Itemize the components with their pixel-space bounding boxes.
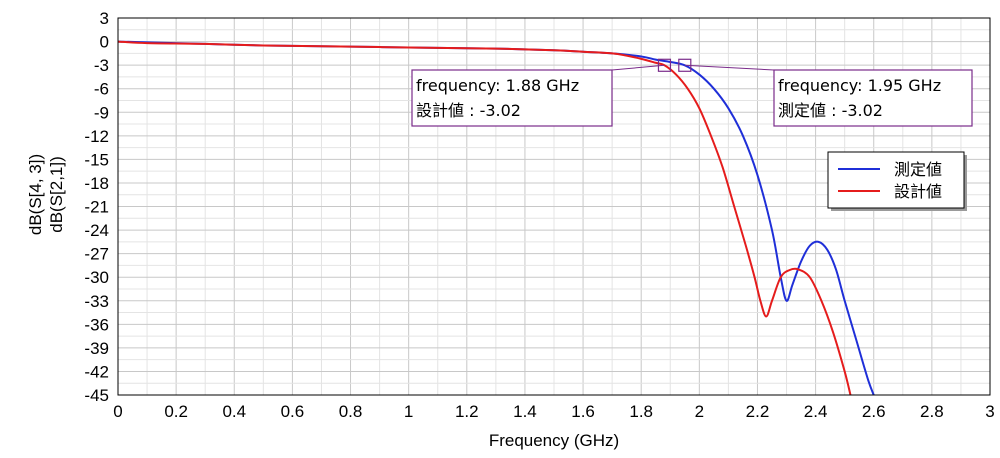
y-tick-label: -15 — [84, 150, 109, 169]
marker-readout-box — [773, 69, 973, 127]
x-tick-label: 2.8 — [920, 402, 944, 421]
y-tick-label: 3 — [100, 9, 109, 28]
y-tick-label: -30 — [84, 268, 109, 287]
x-tick-label: 0.8 — [339, 402, 363, 421]
marker-readout-box — [411, 69, 613, 127]
y-tick-label: -9 — [94, 103, 109, 122]
x-tick-labels: 0 0.2 0.4 0.6 0.8 1 1.2 1.4 1.6 1.8 2 2.2 2.4 2.6 2.8 3 — [113, 402, 994, 421]
y-axis-label-s21: dB(S[2,1]) — [47, 156, 66, 233]
y-tick-label: -12 — [84, 127, 109, 146]
marker-leader-line — [684, 64, 775, 71]
x-tick-label: 1.4 — [513, 402, 537, 421]
y-tick-label: -36 — [84, 315, 109, 334]
y-tick-label: 0 — [100, 33, 109, 52]
marker-frequency-text: frequency: 1.95 GHz — [778, 76, 941, 95]
series-layer — [118, 40, 875, 395]
x-tick-label: 3 — [985, 402, 994, 421]
x-axis-label: Frequency (GHz) — [489, 431, 619, 450]
marker-value-text: 設計値 : -3.02 — [416, 101, 521, 120]
x-tick-label: 0.4 — [222, 402, 246, 421]
x-tick-label: 1.2 — [455, 402, 479, 421]
x-tick-label: 0.6 — [281, 402, 305, 421]
x-tick-label: 2 — [695, 402, 704, 421]
legend-label: 測定値 — [894, 160, 942, 179]
marker-square[interactable] — [657, 58, 672, 72]
y-tick-label: -45 — [84, 386, 109, 405]
y-tick-labels: 3 0 -3 -6 -9 -12 -15 -18 -21 -24 -27 -30 -33 -36 -39 -4… — [84, 9, 109, 405]
plot-frame — [117, 17, 991, 396]
y-tick-label: -18 — [84, 174, 109, 193]
y-tick-label: -42 — [84, 362, 109, 381]
x-tick-label: 0.2 — [164, 402, 188, 421]
x-tick-label: 1.8 — [629, 402, 653, 421]
y-tick-label: -24 — [84, 221, 109, 240]
marker-leader-line — [611, 64, 665, 71]
legend-label: 設計値 — [894, 182, 942, 201]
x-tick-label: 1 — [404, 402, 413, 421]
marker-square[interactable] — [678, 58, 692, 72]
y-axis-label-s43: dB(S[4, 3]) — [26, 154, 45, 235]
legend-box — [827, 151, 965, 209]
series-line-design — [118, 40, 852, 395]
x-tick-label: 2.2 — [746, 402, 770, 421]
marker-frequency-text: frequency: 1.88 GHz — [416, 76, 579, 95]
marker-layer: frequency: 1.88 GHz 設計値 : -3.02 frequency:… — [411, 58, 973, 127]
y-tick-label: -39 — [84, 339, 109, 358]
x-tick-label: 0 — [113, 402, 122, 421]
x-tick-label: 2.4 — [804, 402, 828, 421]
y-tick-label: -27 — [84, 245, 109, 264]
y-tick-label: -21 — [84, 198, 109, 217]
marker-value-text: 測定値 : -3.02 — [778, 101, 883, 120]
x-tick-label: 2.6 — [862, 402, 886, 421]
x-tick-label: 1.6 — [571, 402, 595, 421]
y-tick-label: -6 — [94, 80, 109, 99]
y-tick-label: -3 — [94, 56, 109, 75]
y-tick-label: -33 — [84, 292, 109, 311]
